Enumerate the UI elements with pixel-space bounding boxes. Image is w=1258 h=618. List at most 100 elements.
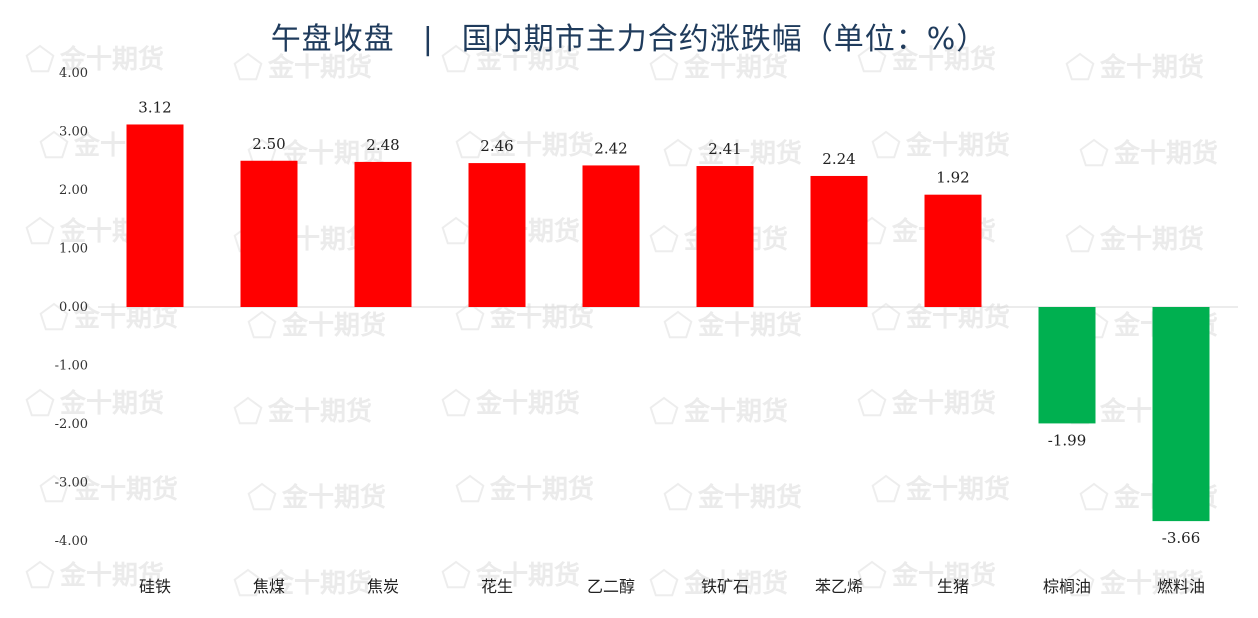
watermark-text: 金十期货: [59, 388, 164, 419]
pentagon-logo-icon: [649, 568, 679, 597]
pentagon-logo-icon: [25, 216, 55, 245]
watermark-text: 金十期货: [59, 44, 164, 75]
watermark-logo: 金十期货: [25, 388, 164, 419]
pentagon-logo-icon: [455, 474, 485, 503]
watermark-logo: 金十期货: [441, 560, 580, 591]
watermark-logo: 金十期货: [1065, 568, 1204, 599]
watermark-text: 金十期货: [891, 560, 996, 591]
watermark-logo: 金十期货: [663, 138, 802, 169]
bar-10: [1152, 307, 1210, 522]
watermark-logo: 金十期货: [1065, 224, 1204, 255]
pentagon-logo-icon: [455, 130, 485, 159]
watermark-text: 金十期货: [891, 388, 996, 419]
pentagon-logo-icon: [233, 568, 263, 597]
watermark-logo: 金十期货: [247, 482, 386, 513]
watermark-logo: 金十期货: [857, 560, 996, 591]
y-tick-label: 4.00: [59, 66, 88, 81]
value-labels: 3.12 2.50 2.48 2.46 2.42 2.41 2.24 1.92 -1.99 -3.…: [138, 98, 1200, 547]
watermark-text: 金十期货: [59, 560, 164, 591]
value-label-6: 2.41: [708, 140, 741, 158]
pentagon-logo-icon: [1065, 224, 1095, 253]
value-label-4: 2.46: [480, 137, 513, 155]
value-label-7: 2.24: [822, 150, 855, 168]
pentagon-logo-icon: [233, 52, 263, 81]
watermark-logo: 金十期货: [871, 130, 1010, 161]
pentagon-logo-icon: [1065, 568, 1095, 597]
watermark-logo: 金十期货: [455, 474, 594, 505]
watermark-logo: 金十期货: [1065, 52, 1204, 83]
watermark-text: 金十期货: [475, 388, 580, 419]
watermark-logo: 金十期货: [871, 474, 1010, 505]
y-tick-label: 2.00: [59, 183, 88, 198]
category-label-5: 乙二醇: [587, 577, 635, 596]
value-label-1: 3.12: [138, 98, 171, 116]
watermark-text: 金十期货: [683, 568, 788, 599]
bar-4: [468, 163, 526, 307]
pentagon-logo-icon: [39, 302, 69, 331]
pentagon-logo-icon: [441, 388, 471, 417]
value-label-8: 1.92: [936, 169, 969, 187]
watermark-text: 金十期货: [267, 568, 372, 599]
watermark-logo: 金十期货: [233, 396, 372, 427]
pentagon-logo-icon: [247, 482, 277, 511]
category-label-4: 花生: [481, 577, 513, 596]
watermark-text: 金十期货: [905, 130, 1010, 161]
watermark-logo: 金十期货: [39, 474, 178, 505]
pentagon-logo-icon: [455, 302, 485, 331]
watermark-logo: 金十期货: [233, 52, 372, 83]
watermark-logo: 金十期货: [663, 482, 802, 513]
watermark-logo: 金十期货: [857, 44, 996, 75]
watermark-text: 金十期货: [489, 474, 594, 505]
pentagon-logo-icon: [663, 482, 693, 511]
category-label-1: 硅铁: [139, 577, 171, 596]
watermark-logo: 金十期货: [25, 44, 164, 75]
category-label-3: 焦炭: [367, 577, 399, 596]
watermark-logo: 金十期货: [649, 396, 788, 427]
bar-5: [582, 165, 640, 307]
pentagon-logo-icon: [663, 138, 693, 167]
pentagon-logo-icon: [25, 560, 55, 589]
pentagon-logo-icon: [1065, 52, 1095, 81]
pentagon-logo-icon: [857, 560, 887, 589]
watermark-text: 金十期货: [281, 482, 386, 513]
bar-1: [126, 124, 184, 307]
bar-7: [810, 175, 868, 307]
y-tick-label: -4.00: [55, 534, 88, 549]
value-label-9: -1.99: [1048, 431, 1086, 449]
watermark-text: 金十期货: [697, 482, 802, 513]
pentagon-logo-icon: [871, 302, 901, 331]
watermark-logo: 金十期货: [233, 568, 372, 599]
watermark-logo: 金十期货: [649, 52, 788, 83]
pentagon-logo-icon: [39, 474, 69, 503]
bar-2: [240, 160, 298, 307]
pentagon-logo-icon: [857, 388, 887, 417]
value-label-5: 2.42: [594, 139, 627, 157]
category-label-7: 苯乙烯: [815, 577, 863, 596]
pentagon-logo-icon: [25, 388, 55, 417]
pentagon-logo-icon: [233, 396, 263, 425]
pentagon-logo-icon: [441, 44, 471, 73]
pentagon-logo-icon: [1079, 138, 1109, 167]
value-label-10: -3.66: [1162, 529, 1200, 547]
y-tick-label: 0.00: [59, 300, 88, 315]
watermark-logo: 金十期货: [857, 388, 996, 419]
category-label-8: 生猪: [937, 577, 969, 596]
pentagon-logo-icon: [871, 474, 901, 503]
watermark-logo: 金十期货: [649, 568, 788, 599]
pentagon-logo-icon: [663, 310, 693, 339]
bar-3: [354, 161, 412, 307]
watermark-logo: 金十期货: [25, 560, 164, 591]
category-label-10: 燃料油: [1157, 577, 1205, 596]
bar-6: [696, 166, 754, 307]
pentagon-logo-icon: [441, 216, 471, 245]
value-label-3: 2.48: [366, 136, 399, 154]
watermark-logo: 金十期货: [441, 388, 580, 419]
bar-series: [126, 124, 1210, 522]
value-label-2: 2.50: [252, 135, 285, 153]
watermark-text: 金十期货: [905, 474, 1010, 505]
bar-8: [924, 194, 982, 307]
y-tick-label: -1.00: [55, 359, 88, 374]
watermark-logo: 金十期货: [663, 310, 802, 341]
